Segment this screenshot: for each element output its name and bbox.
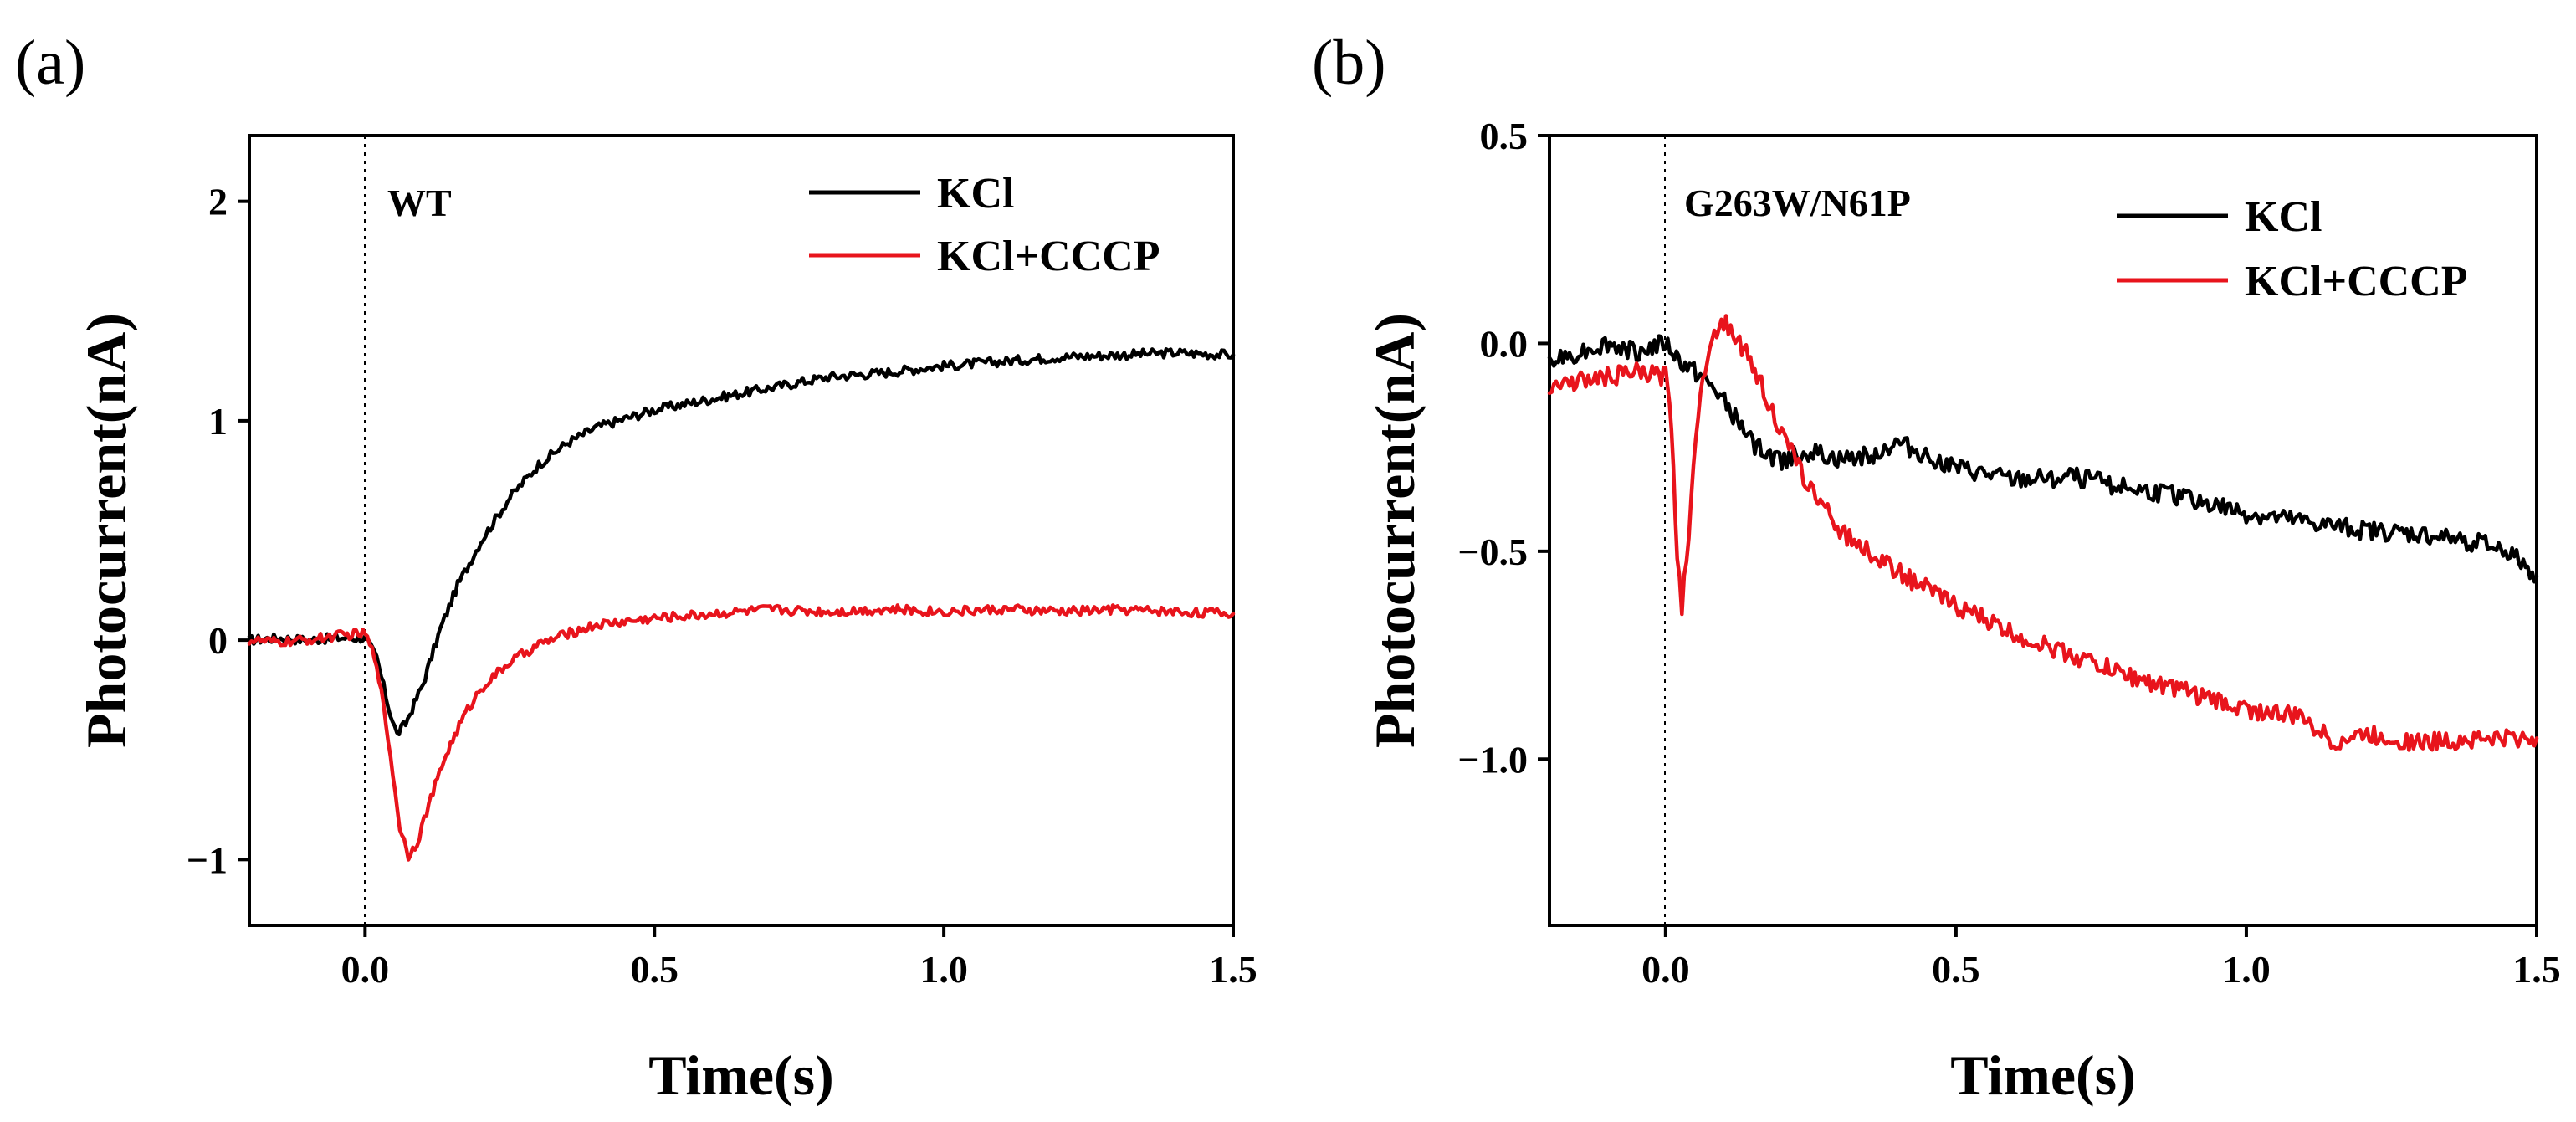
plot-frame-b (1548, 134, 2538, 927)
y-tick-label-a-0: −1 (187, 838, 228, 881)
ticks-a: 0.0 0.5 1.0 1.5 −1 0 1 2 (187, 181, 1257, 991)
legend-label-b-kcl: KCl (2245, 193, 2322, 241)
x-tick-label-a-3: 1.5 (1209, 948, 1257, 991)
series-line-a-kcl (247, 347, 1236, 737)
x-tick-label-b-0: 0.0 (1641, 948, 1690, 991)
y-tick-label-a-1: 0 (208, 619, 228, 662)
panel-a: (a) WT KCl KCl+CCCP 0.0 0.5 1.0 1.5 −1 0 1 2 Ti… (15, 28, 1257, 1107)
y-tick-label-a-3: 2 (208, 181, 228, 223)
legend-label-a-kcl: KCl (937, 170, 1014, 218)
x-tick-label-b-2: 1.0 (2222, 948, 2271, 991)
x-axis-label-a: Time(s) (648, 1043, 834, 1107)
y-tick-label-b-0: −1.0 (1457, 738, 1528, 781)
x-tick-label-b-1: 0.5 (1932, 948, 1980, 991)
y-tick-label-b-3: 0.5 (1480, 115, 1529, 157)
series-line-b-kcl (1547, 334, 2539, 584)
traces-b (1547, 314, 2539, 752)
x-tick-label-b-3: 1.5 (2512, 948, 2561, 991)
x-tick-label-a-0: 0.0 (341, 948, 390, 991)
series-line-b-kcl-cccp (1547, 314, 2539, 752)
y-axis-label-b: Photocurrent(nA) (1363, 313, 1426, 748)
y-axis-label-a: Photocurrent(nA) (74, 313, 138, 748)
ticks-b: 0.0 0.5 1.0 1.5 −1.0 −0.5 0.0 0.5 (1457, 115, 2560, 991)
x-tick-label-a-1: 0.5 (630, 948, 679, 991)
legend-a: KCl KCl+CCCP (809, 170, 1160, 280)
annotation-a: WT (387, 182, 452, 224)
panel-b: (b) G263W/N61P KCl KCl+CCCP 0.0 0.5 1.0 1.5… (1312, 28, 2561, 1107)
x-tick-label-a-2: 1.0 (919, 948, 968, 991)
y-tick-label-b-2: 0.0 (1480, 322, 1529, 365)
legend-label-a-kcl-cccp: KCl+CCCP (937, 233, 1160, 280)
plot-frame-a (248, 134, 1235, 927)
y-tick-label-a-2: 1 (208, 400, 228, 443)
annotation-b: G263W/N61P (1684, 182, 1911, 224)
traces-a (247, 347, 1236, 862)
y-tick-label-b-1: −0.5 (1457, 530, 1528, 573)
legend-label-b-kcl-cccp: KCl+CCCP (2245, 258, 2468, 305)
series-line-a-kcl-cccp (247, 603, 1236, 862)
x-axis-label-b: Time(s) (1950, 1043, 2136, 1107)
panel-label-b: (b) (1312, 28, 1386, 98)
panel-label-a: (a) (15, 28, 85, 98)
legend-b: KCl KCl+CCCP (2117, 193, 2468, 305)
